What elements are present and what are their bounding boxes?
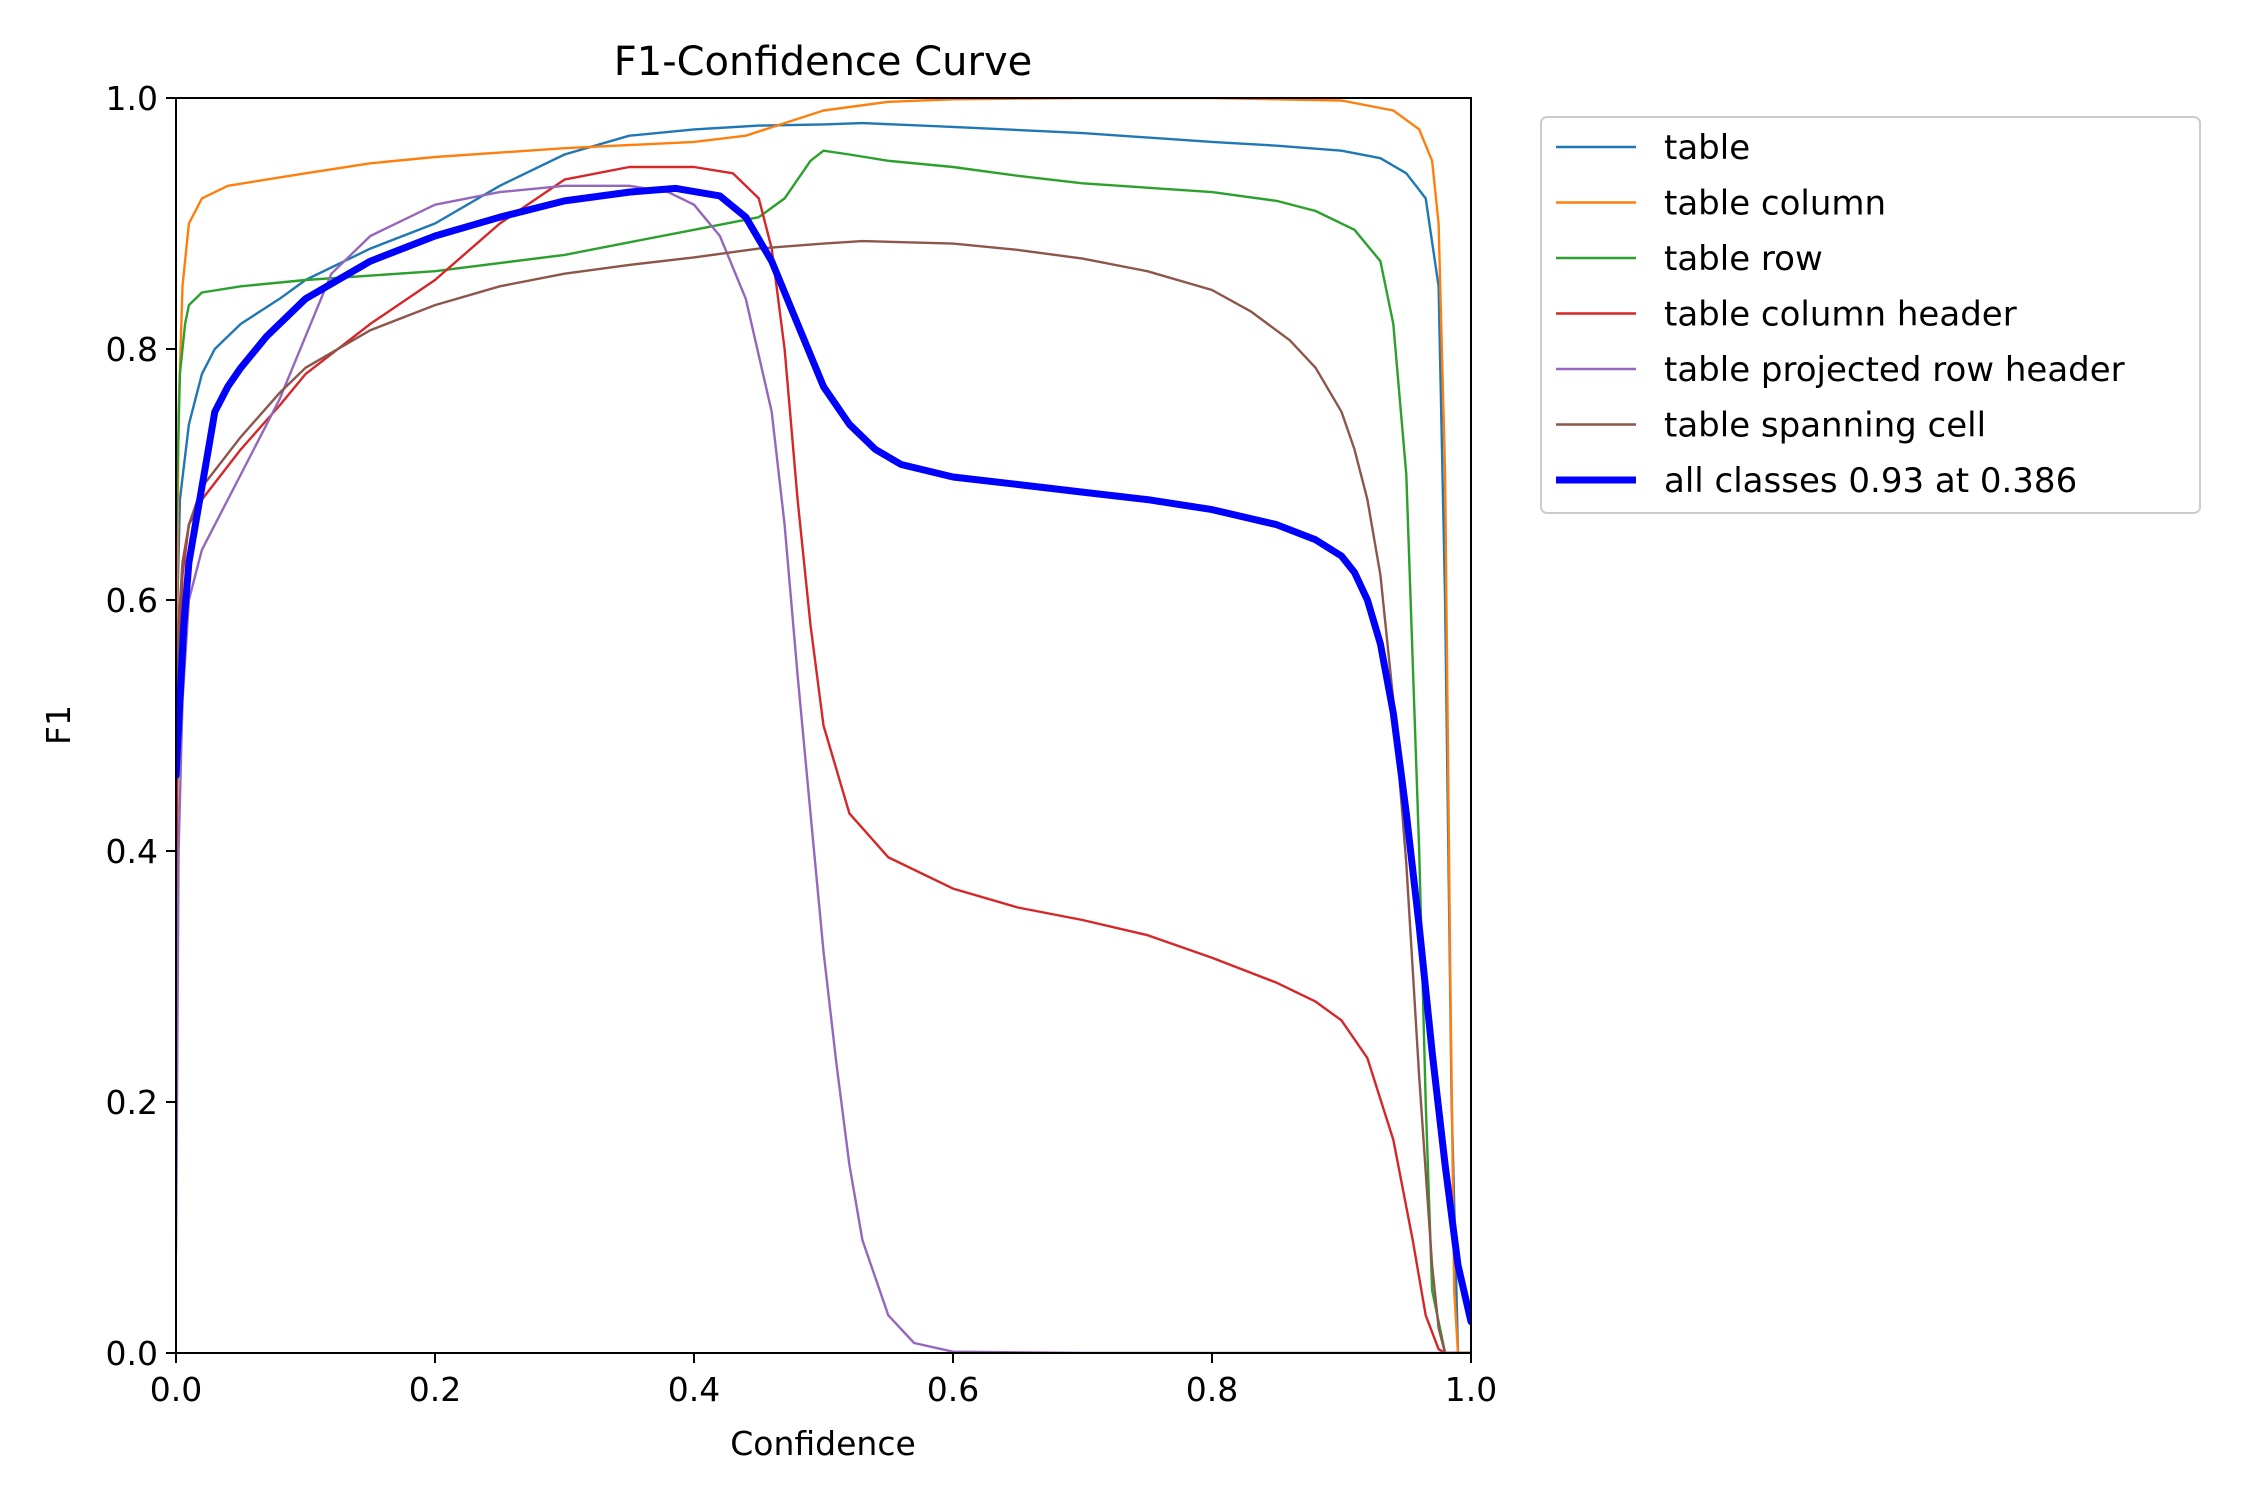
y-tick-label: 0.2	[106, 1083, 158, 1122]
y-tick-label: 0.6	[106, 581, 158, 620]
y-tick-label: 1.0	[106, 79, 158, 118]
x-tick-label: 0.4	[668, 1370, 720, 1409]
legend-label: table projected row header	[1664, 350, 2125, 390]
x-tick-label: 0.8	[1186, 1370, 1238, 1409]
chart-title: F1-Confidence Curve	[614, 39, 1033, 85]
legend-label: table	[1664, 128, 1750, 168]
legend-label: table column	[1664, 184, 1886, 224]
x-tick-label: 0.6	[927, 1370, 979, 1409]
y-tick-label: 0.4	[106, 832, 158, 871]
x-tick-label: 1.0	[1445, 1370, 1497, 1409]
legend-label: table spanning cell	[1664, 406, 1986, 446]
series-line-1	[176, 121, 1471, 1353]
series-line-3	[176, 149, 1471, 1353]
y-axis-title: F1	[39, 705, 78, 745]
series-line-4	[176, 165, 1471, 1353]
x-tick-label: 0.2	[409, 1370, 461, 1409]
plot-frame	[175, 97, 1472, 1354]
legend: table table column table row table column h…	[1540, 116, 2201, 514]
series-line-7	[176, 184, 1471, 1326]
y-axis: 0.0 0.2 0.4 0.6 0.8 1.0	[106, 79, 176, 1373]
series-line-2	[176, 98, 1471, 1353]
y-tick-label: 0.0	[106, 1334, 158, 1373]
y-tick-label: 0.8	[106, 330, 158, 369]
legend-label: table row	[1664, 239, 1823, 279]
legend-label: table column header	[1664, 295, 2017, 335]
x-axis: 0.0 0.2 0.4 0.6 0.8 1.0	[150, 1353, 1497, 1409]
series-layer	[176, 98, 1471, 1353]
legend-box	[1540, 116, 2201, 514]
series-line-5	[176, 184, 1471, 1353]
legend-label: all classes 0.93 at 0.386	[1664, 461, 2077, 501]
x-axis-title: Confidence	[730, 1424, 916, 1463]
x-tick-label: 0.0	[150, 1370, 202, 1409]
